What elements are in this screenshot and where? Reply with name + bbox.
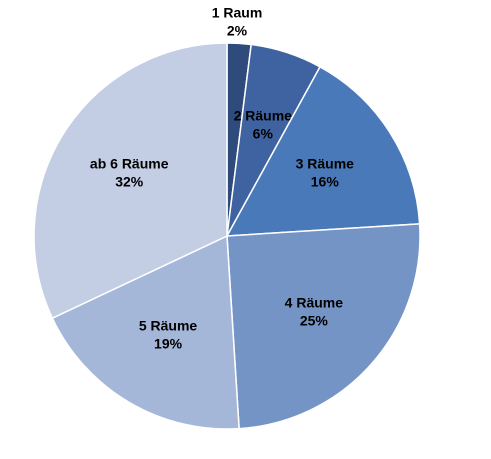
- slice-label: 1 Raum: [212, 5, 263, 21]
- pie-slice: [51, 234, 240, 430]
- slice-label: 2 Räume: [234, 108, 293, 124]
- slice-value-label: 25%: [300, 312, 329, 328]
- pie-slice: [225, 65, 421, 237]
- pie-slice: [33, 42, 228, 320]
- slice-value-label: 6%: [253, 126, 274, 142]
- slice-label: 4 Räume: [285, 294, 344, 310]
- slice-value-label: 19%: [154, 335, 183, 351]
- slice-value-label: 2%: [227, 23, 248, 39]
- slice-label: 5 Räume: [139, 317, 198, 333]
- slice-value-label: 32%: [115, 174, 144, 190]
- slice-label: 3 Räume: [296, 156, 355, 172]
- pie-slice: [226, 223, 421, 430]
- slice-value-label: 16%: [311, 174, 340, 190]
- slice-label: ab 6 Räume: [90, 156, 169, 172]
